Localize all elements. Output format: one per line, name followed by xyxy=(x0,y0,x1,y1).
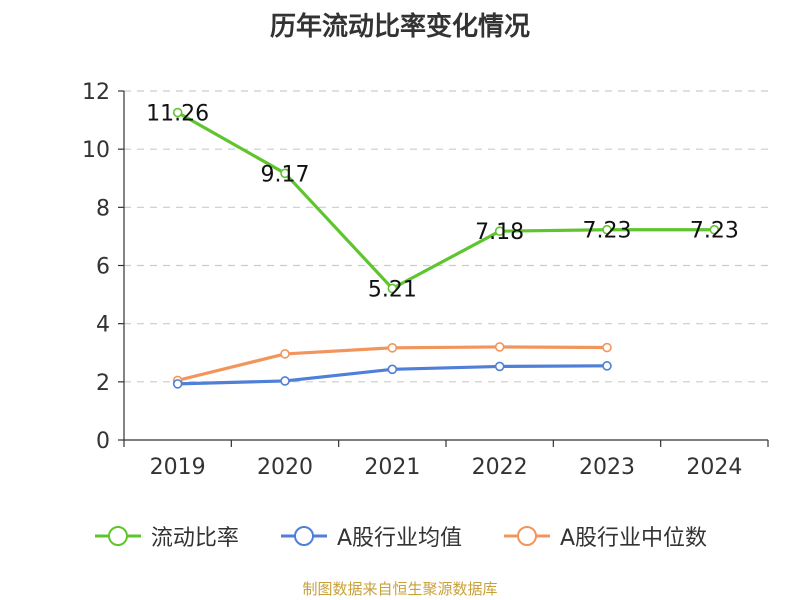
data-point xyxy=(172,379,183,389)
chart-title: 历年流动比率变化情况 xyxy=(269,12,530,42)
legend-label: 流动比率 xyxy=(150,526,239,551)
data-labels: 11.26 9.17 5.21 7.18 7.23 7.23 xyxy=(146,102,739,303)
legend-line-marker-icon xyxy=(94,526,141,546)
data-label: 11.26 xyxy=(146,102,209,127)
data-label: 7.23 xyxy=(690,219,739,244)
legend: 流动比率 A股行业均值 A股行业中位数 xyxy=(0,518,800,554)
y-tick-label: 8 xyxy=(96,196,110,221)
legend-line-marker-icon xyxy=(280,526,327,546)
axes: 0 2 4 6 8 10 12 2019 2020 2021 2022 2023 2024 xyxy=(82,80,769,480)
data-label: 7.23 xyxy=(583,219,632,244)
y-tick-label: 4 xyxy=(96,313,110,338)
data-label: 7.18 xyxy=(475,220,524,245)
legend-label: A股行业中位数 xyxy=(560,526,708,551)
x-tick-label: 2019 xyxy=(150,455,206,480)
series-line xyxy=(176,111,715,291)
source-note: 制图数据来自恒生聚源数据库 xyxy=(302,580,498,598)
data-label: 9.17 xyxy=(261,162,310,187)
data-point xyxy=(709,224,720,235)
data-point xyxy=(602,224,612,235)
data-point xyxy=(387,343,398,353)
y-tick-label: 12 xyxy=(82,80,110,105)
x-tick-label: 2020 xyxy=(257,455,313,480)
x-tick-label: 2024 xyxy=(686,455,742,480)
legend-circle xyxy=(517,526,537,546)
legend-item[interactable]: 流动比率 xyxy=(93,520,239,552)
data-point xyxy=(494,361,505,372)
data-point xyxy=(280,349,290,359)
data-point xyxy=(387,364,398,375)
legend-circle xyxy=(293,526,314,546)
x-tick-label: 2021 xyxy=(364,455,420,480)
x-tick-label: 2023 xyxy=(579,455,635,480)
y-tick-label: 2 xyxy=(96,371,110,396)
data-point xyxy=(602,342,612,353)
data-point xyxy=(387,283,398,294)
x-tick-label: 2022 xyxy=(472,455,528,480)
legend-label: A股行业均值 xyxy=(336,526,462,551)
data-point xyxy=(280,168,290,179)
data-point xyxy=(602,361,612,371)
legend-line-marker-icon xyxy=(504,526,550,546)
legend-item[interactable]: A股行业中位数 xyxy=(502,520,707,552)
data-point xyxy=(494,226,505,236)
data-point xyxy=(494,342,505,352)
data-label: 5.21 xyxy=(368,277,417,302)
grid-lines xyxy=(124,90,768,383)
data-point xyxy=(280,376,290,386)
y-tick-label: 0 xyxy=(96,429,110,454)
y-tick-label: 10 xyxy=(82,138,110,163)
legend-item[interactable]: A股行业均值 xyxy=(279,520,462,552)
legend-circle xyxy=(107,526,128,546)
data-point xyxy=(172,107,183,118)
y-tick-label: 6 xyxy=(96,255,110,280)
series-lines xyxy=(172,107,720,389)
